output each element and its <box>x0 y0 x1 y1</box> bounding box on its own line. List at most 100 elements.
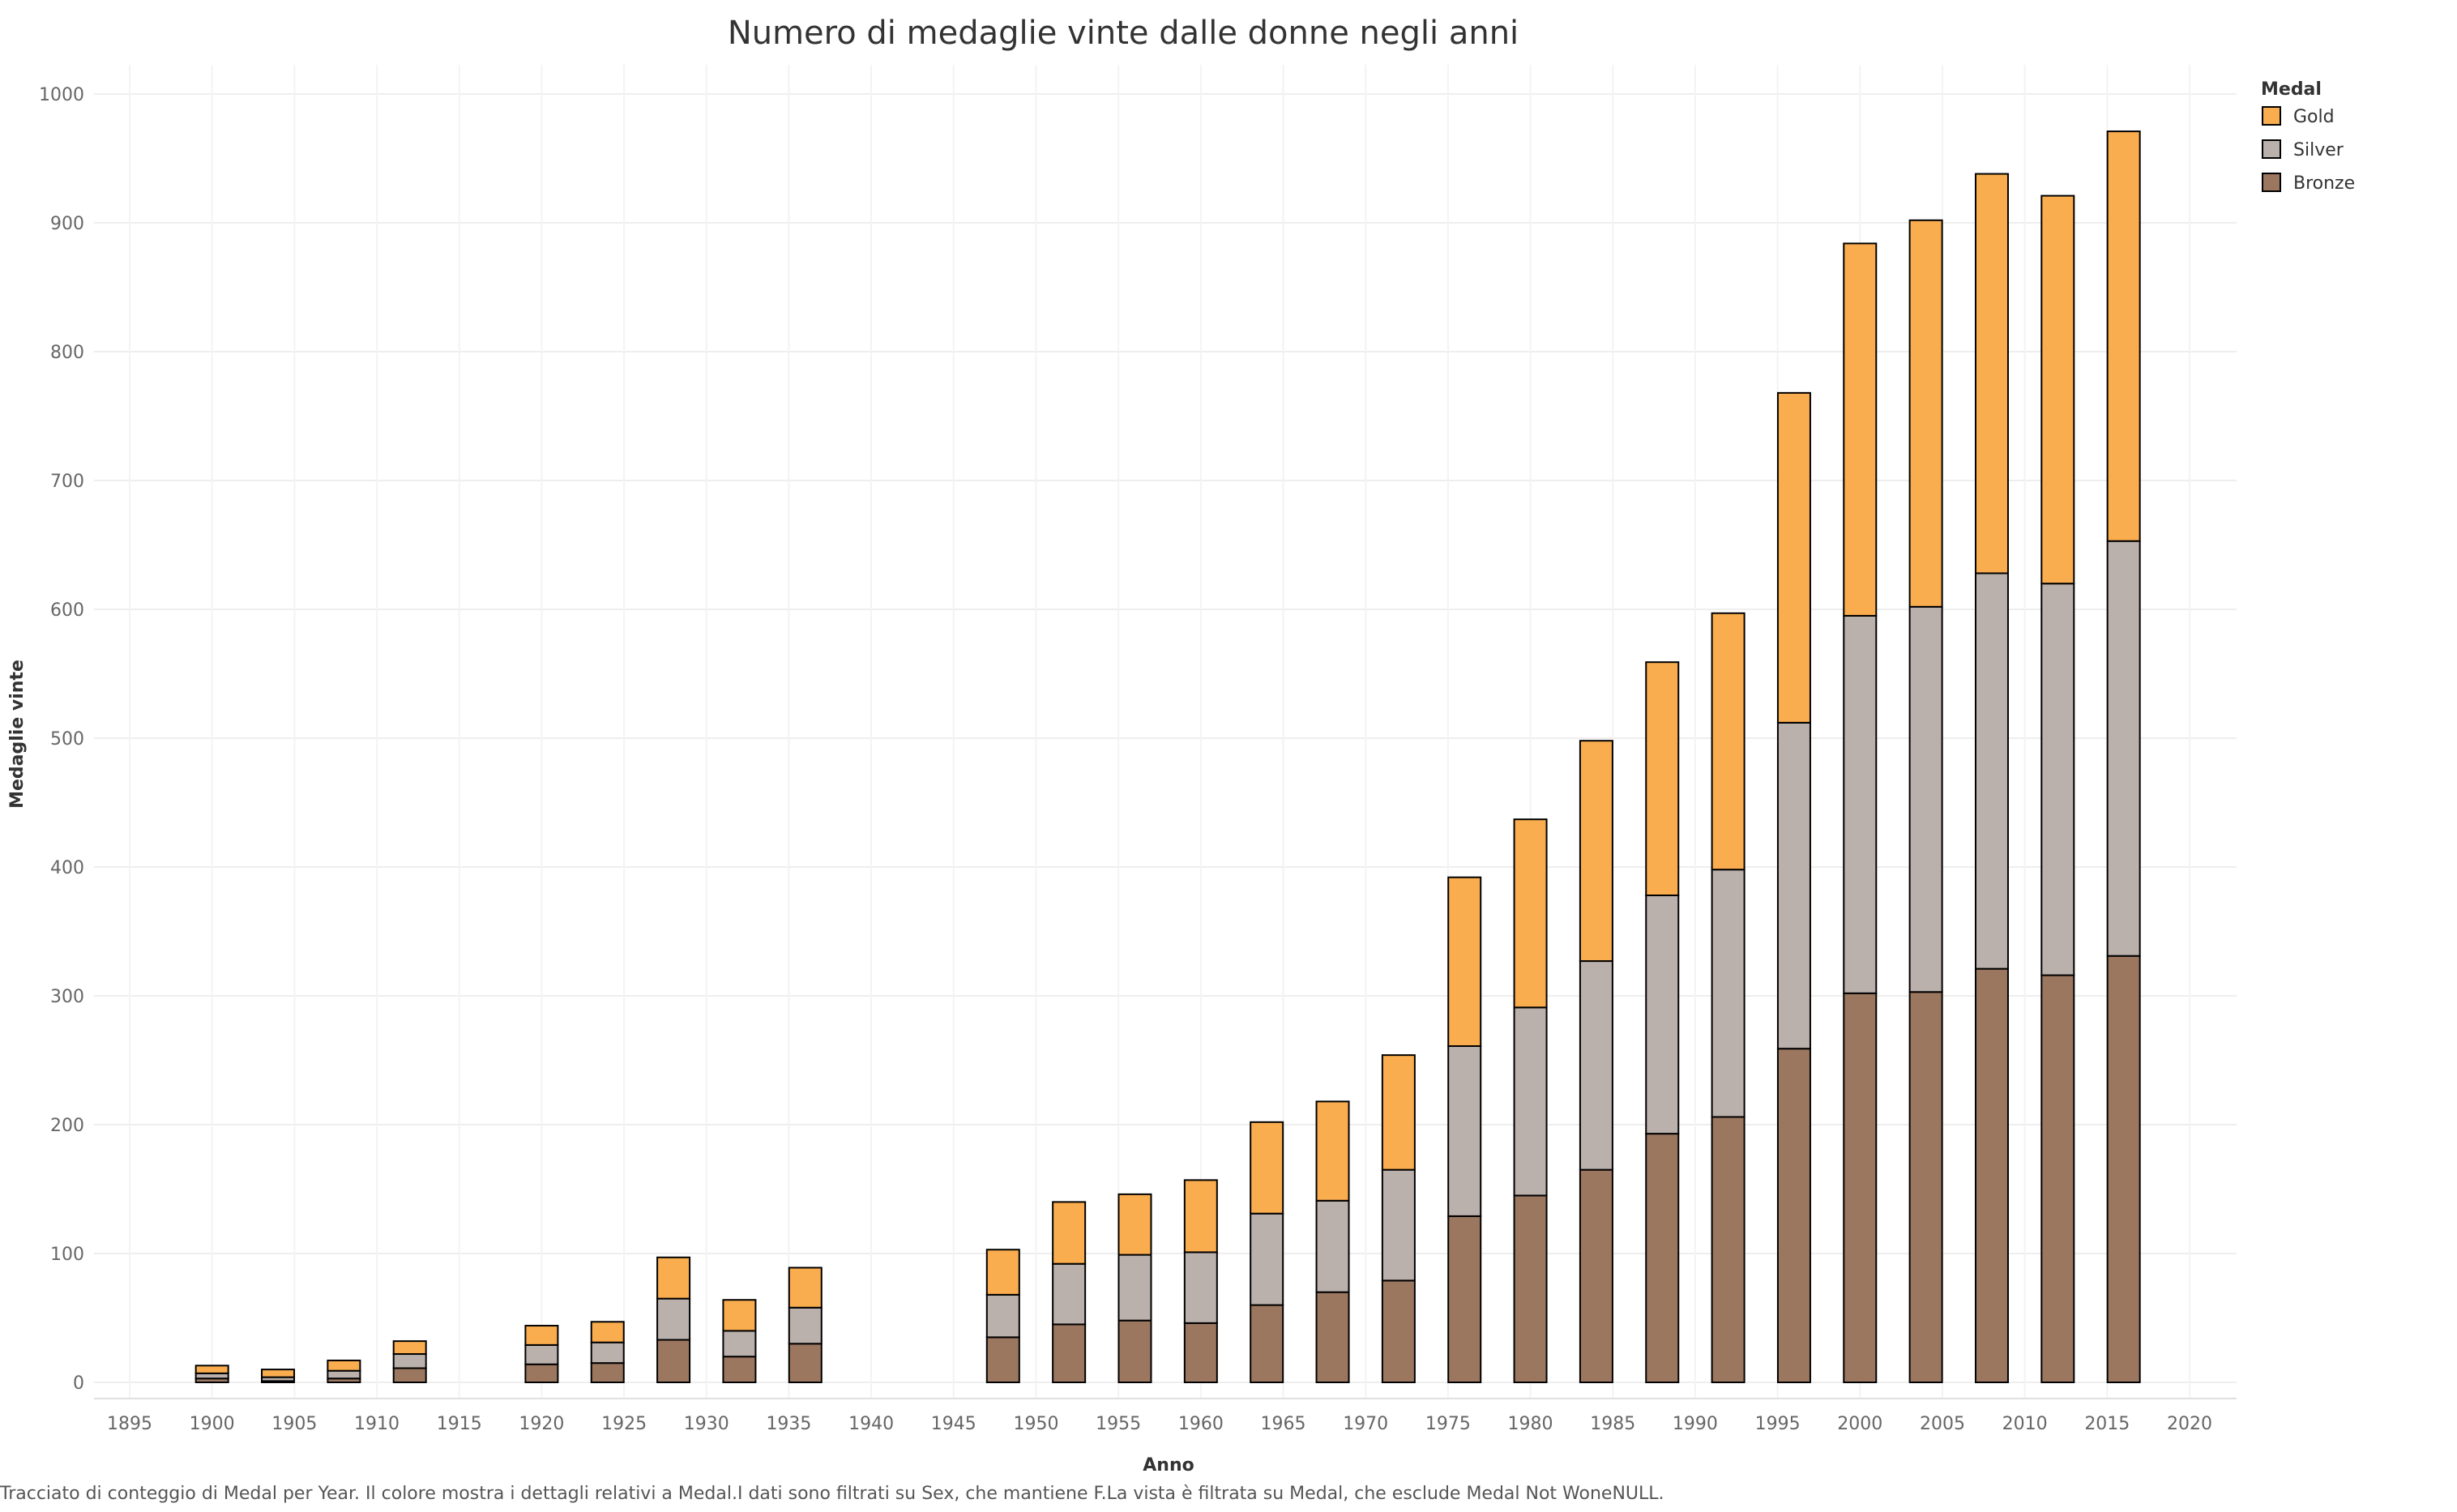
x-tick-label: 1910 <box>354 1414 400 1434</box>
x-tick-label: 1985 <box>1590 1414 1635 1434</box>
y-tick-label: 700 <box>50 472 84 492</box>
legend-swatch-silver <box>2262 139 2281 159</box>
bar-bronze <box>2106 955 2141 1383</box>
bar-silver <box>985 1293 1020 1339</box>
bar-silver <box>1776 721 1811 1050</box>
bar-gold <box>1447 876 1482 1048</box>
bar-bronze <box>1117 1319 1152 1384</box>
bar-bronze <box>722 1356 757 1383</box>
x-tick-label: 1955 <box>1096 1414 1141 1434</box>
bar-silver <box>788 1306 823 1345</box>
legend-label-silver: Silver <box>2293 140 2344 160</box>
bar-silver <box>1183 1251 1218 1324</box>
bar-bronze <box>2040 974 2075 1384</box>
y-tick-label: 500 <box>50 729 84 750</box>
y-tick-label: 900 <box>50 214 84 234</box>
bar-silver <box>1117 1254 1152 1322</box>
x-tick-label: 2000 <box>1837 1414 1882 1434</box>
bar-silver <box>656 1297 691 1341</box>
y-tick-label: 200 <box>50 1116 84 1136</box>
bar-gold <box>261 1369 296 1378</box>
x-tick-label: 1935 <box>766 1414 811 1434</box>
bar-bronze <box>590 1362 625 1384</box>
y-tick-label: 600 <box>50 600 84 621</box>
x-tick-label: 1940 <box>848 1414 894 1434</box>
bar-silver <box>590 1341 625 1365</box>
x-tick-label: 1980 <box>1508 1414 1553 1434</box>
x-tick-label: 1945 <box>931 1414 976 1434</box>
bar-bronze <box>1776 1048 1811 1383</box>
x-tick-label: 1960 <box>1178 1414 1224 1434</box>
bar-gold <box>1513 818 1548 1009</box>
legend-swatch-bronze <box>2262 173 2281 192</box>
x-tick-label: 1970 <box>1343 1414 1388 1434</box>
x-tick-label: 2020 <box>2167 1414 2212 1434</box>
legend-title: Medal <box>2261 79 2322 100</box>
bar-silver <box>327 1369 361 1380</box>
bar-bronze <box>1315 1291 1350 1383</box>
bar-gold <box>2040 194 2075 585</box>
bar-gold <box>2106 130 2141 542</box>
chart-title: Numero di medaglie vinte dalle donne neg… <box>728 15 1519 52</box>
x-tick-label: 1950 <box>1013 1414 1058 1434</box>
bar-bronze <box>524 1363 559 1383</box>
bar-silver <box>2106 540 2141 957</box>
bar-gold <box>1843 242 1878 617</box>
x-tick-label: 1925 <box>601 1414 647 1434</box>
x-tick-label: 1895 <box>107 1414 152 1434</box>
legend-label-gold: Gold <box>2293 107 2335 127</box>
x-tick-label: 1915 <box>437 1414 482 1434</box>
bar-bronze <box>1183 1322 1218 1383</box>
bar-gold <box>194 1365 229 1374</box>
bar-bronze <box>1645 1133 1680 1383</box>
bar-bronze <box>1447 1215 1482 1384</box>
x-tick-label: 1930 <box>684 1414 729 1434</box>
bar-silver <box>1250 1212 1284 1306</box>
bar-bronze <box>1250 1304 1284 1383</box>
y-axis-ticks: 0 100 200 300 400 500 600 700 800 900 1000 <box>39 85 84 1394</box>
bar-gold <box>392 1340 427 1356</box>
bar-gold <box>1645 661 1680 896</box>
x-tick-label: 1900 <box>190 1414 235 1434</box>
bar-gold <box>1776 391 1811 724</box>
y-tick-label: 800 <box>50 343 84 363</box>
bar-gold <box>1579 740 1613 963</box>
x-tick-label: 2015 <box>2084 1414 2130 1434</box>
bar-silver <box>1974 572 2009 970</box>
bar-silver <box>524 1343 559 1365</box>
y-tick-label: 300 <box>50 987 84 1007</box>
bar-silver <box>392 1353 427 1369</box>
bar-gold <box>1315 1100 1350 1202</box>
bar-bronze <box>1974 967 2009 1383</box>
bar-silver <box>1843 614 1878 994</box>
bar-bronze <box>1843 992 1878 1383</box>
bar-bronze <box>1711 1116 1746 1383</box>
x-tick-label: 1920 <box>519 1414 564 1434</box>
x-tick-label: 1975 <box>1425 1414 1471 1434</box>
x-tick-label: 1995 <box>1755 1414 1801 1434</box>
bar-gold <box>524 1325 559 1346</box>
y-axis-label: Medaglie vinte <box>7 660 28 809</box>
legend: Medal Gold Silver Bronze <box>2261 79 2355 194</box>
bar-bronze <box>985 1336 1020 1383</box>
bar-gold <box>985 1249 1020 1296</box>
bar-silver <box>722 1330 757 1358</box>
legend-swatch-gold <box>2262 106 2281 126</box>
bar-gold <box>1974 173 2009 574</box>
bar-bronze <box>1908 991 1943 1383</box>
bar-silver <box>1381 1168 1416 1282</box>
bar-bronze <box>392 1367 427 1384</box>
bar-silver <box>1908 605 1943 993</box>
bar-gold <box>1250 1121 1284 1215</box>
bar-bronze <box>1579 1168 1613 1384</box>
y-tick-label: 400 <box>50 858 84 878</box>
bars <box>194 130 2141 1384</box>
bar-bronze <box>788 1343 823 1384</box>
bar-gold <box>656 1256 691 1300</box>
bar-silver <box>1645 894 1680 1135</box>
bar-bronze <box>1381 1279 1416 1384</box>
bar-gold <box>722 1299 757 1332</box>
bar-silver <box>1711 869 1746 1118</box>
grid <box>94 65 2237 1399</box>
